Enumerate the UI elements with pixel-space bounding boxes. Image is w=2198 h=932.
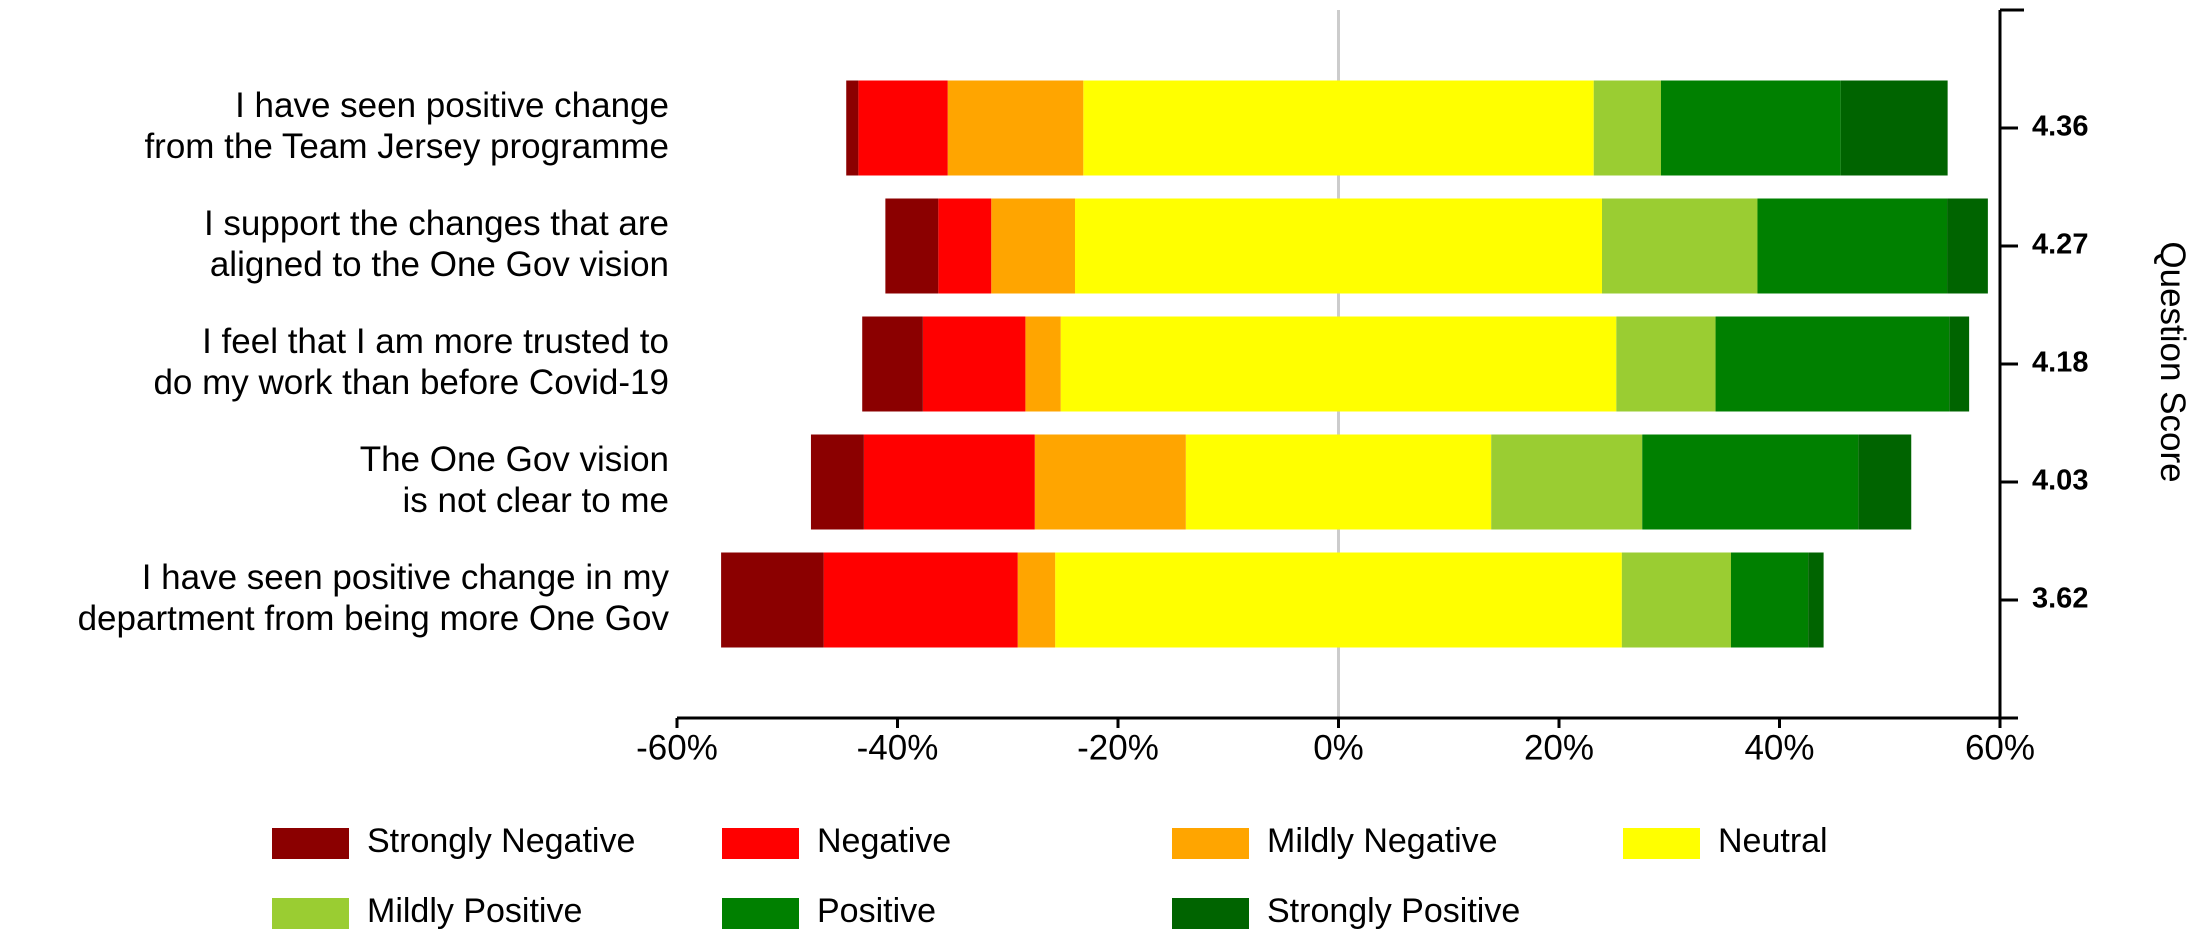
legend-swatch [272,828,349,859]
bar-segment [721,552,824,648]
bar-segment [1055,552,1622,648]
category-label-line: aligned to the One Gov vision [210,245,669,284]
legend-label: Mildly Positive [367,892,582,930]
bar-segment [858,80,948,176]
y2-tick-label: 4.27 [2032,229,2088,261]
category-label-line: I have seen positive change [235,86,669,125]
category-label-line: The One Gov vision [360,440,669,479]
legend-swatch [1172,828,1249,859]
bar-segment [1642,434,1859,530]
category-label: The One Gov vision is not clear to me [360,440,669,520]
bar-segment [1491,434,1643,530]
bar-segment [1949,316,1970,412]
bar-segment [1017,552,1056,648]
bar-segment [1947,198,1988,294]
bar-segment [846,80,859,176]
bar-segment [1083,80,1594,176]
category-label: I have seen positive change from the Team… [144,86,669,166]
legend-label: Negative [817,822,951,860]
x-tick-label: 0% [1313,728,1364,767]
category-label-line: department from being more One Gov [78,599,670,638]
bar-segment [1593,80,1661,176]
legend-swatch [1623,828,1700,859]
category-label-line: is not clear to me [403,481,670,520]
bar-segment [885,198,939,294]
bar-segment [863,434,1035,530]
bar-segment [938,198,992,294]
bar-segment [1601,198,1758,294]
bar-segment [922,316,1026,412]
x-tick-label: -40% [857,728,939,767]
bar-segment [1616,316,1716,412]
bar-segment [810,434,864,530]
bar-segment [1660,80,1841,176]
category-label-line: I feel that I am more trusted to [202,322,669,361]
category-label-line: from the Team Jersey programme [144,127,669,166]
bar-segment [947,80,1084,176]
bar-segment [823,552,1018,648]
bar-segment [1715,316,1950,412]
category-label: I feel that I am more trusted to do my wo… [153,322,669,402]
category-label-line: I support the changes that are [204,204,669,243]
bar-segment [1730,552,1809,648]
bar-segment [1858,434,1912,530]
legend-label: Strongly Positive [1267,892,1520,930]
y2-tick-label: 4.03 [2032,465,2088,497]
legend-label: Positive [817,892,936,930]
bar-segment [1757,198,1948,294]
category-label-line: I have seen positive change in my [142,558,670,597]
legend-label: Mildly Negative [1267,822,1498,860]
x-tick-label: 20% [1524,728,1594,767]
bar-segment [1060,316,1617,412]
x-tick-label: -20% [1077,728,1159,767]
category-label: I have seen positive change in my departm… [78,558,670,638]
y2-axis-label: Question Score [2153,241,2192,482]
bar-segment [1840,80,1948,176]
bar-segment [1025,316,1061,412]
y2-tick-label: 4.36 [2032,111,2088,143]
bar-segment [1034,434,1186,530]
y2-tick-label: 4.18 [2032,347,2088,379]
y2-tick-label: 3.62 [2032,583,2088,615]
legend-label: Strongly Negative [367,822,635,860]
bar-segment [1808,552,1824,648]
bar-segment [1621,552,1731,648]
legend-swatch [272,898,349,929]
legend-swatch [722,828,799,859]
bar-segment [1075,198,1602,294]
x-tick-label: -60% [636,728,718,767]
category-label-line: do my work than before Covid-19 [153,363,669,402]
x-tick-label: 40% [1744,728,1814,767]
legend-swatch [722,898,799,929]
x-tick-label: 60% [1965,728,2035,767]
bar-segment [862,316,923,412]
legend-label: Neutral [1718,822,1828,860]
bar-segment [991,198,1076,294]
bar-segment [1185,434,1492,530]
legend-swatch [1172,898,1249,929]
category-label: I support the changes that are aligned to… [204,204,669,284]
